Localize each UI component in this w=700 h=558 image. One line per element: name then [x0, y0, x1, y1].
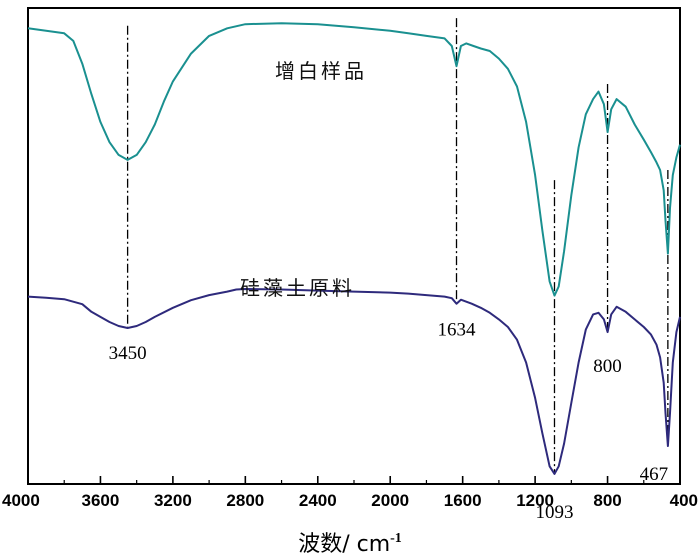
peak-label-467: 467	[640, 464, 669, 485]
x-tick-label: 800	[593, 491, 621, 510]
peak-label-1093: 1093	[535, 502, 573, 523]
series-line-1	[27, 288, 681, 475]
x-tick-label: 4000	[2, 491, 40, 510]
x-axis-title: 波数/ cm-1	[298, 531, 402, 557]
series-line-0	[27, 22, 681, 297]
series-label-whitened-sample: 增白样品	[275, 59, 367, 83]
x-tick-label: 2800	[226, 491, 264, 510]
x-tick-label: 3600	[82, 491, 120, 510]
peak-label-3450: 3450	[109, 343, 147, 364]
peak-label-1634: 1634	[438, 320, 477, 341]
x-tick-label: 3200	[154, 491, 192, 510]
x-tick-label: 400	[670, 491, 698, 510]
x-tick-label: 1600	[444, 491, 482, 510]
x-tick-label: 1200	[516, 491, 554, 510]
x-axis-title-superscript: -1	[390, 531, 402, 546]
x-tick-label: 2000	[371, 491, 409, 510]
x-axis-title-text: 波数/ cm	[298, 532, 390, 557]
peak-label-800: 800	[593, 356, 622, 377]
x-tick-label: 2400	[299, 491, 337, 510]
series-label-raw-diatomite: 硅藻土原料	[240, 276, 355, 300]
